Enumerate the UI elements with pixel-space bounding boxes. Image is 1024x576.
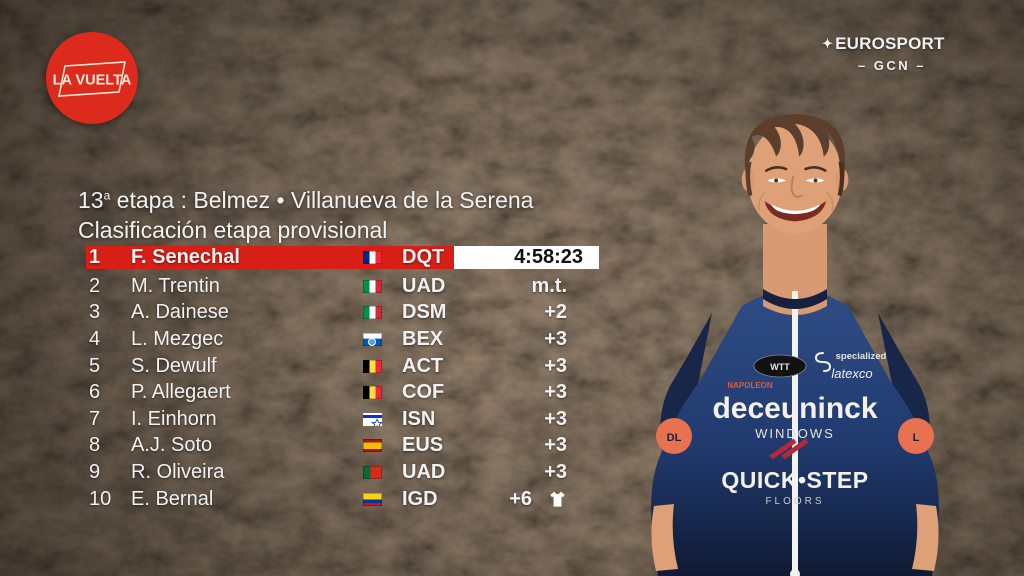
svg-text:QUICK•STEP: QUICK•STEP bbox=[721, 467, 868, 493]
svg-text:LA VUELTA: LA VUELTA bbox=[53, 73, 132, 89]
svg-text:deceuninck: deceuninck bbox=[712, 392, 877, 425]
svg-text:specialized: specialized bbox=[836, 351, 887, 362]
svg-text:latexco: latexco bbox=[831, 366, 872, 381]
svg-text:FLOORS: FLOORS bbox=[765, 496, 824, 507]
svg-text:NAPOLEON: NAPOLEON bbox=[727, 381, 773, 390]
svg-text:WTT: WTT bbox=[770, 362, 790, 372]
svg-text:L: L bbox=[913, 432, 920, 444]
svg-text:DL: DL bbox=[667, 432, 682, 444]
svg-text:WINDOWS: WINDOWS bbox=[755, 426, 835, 441]
